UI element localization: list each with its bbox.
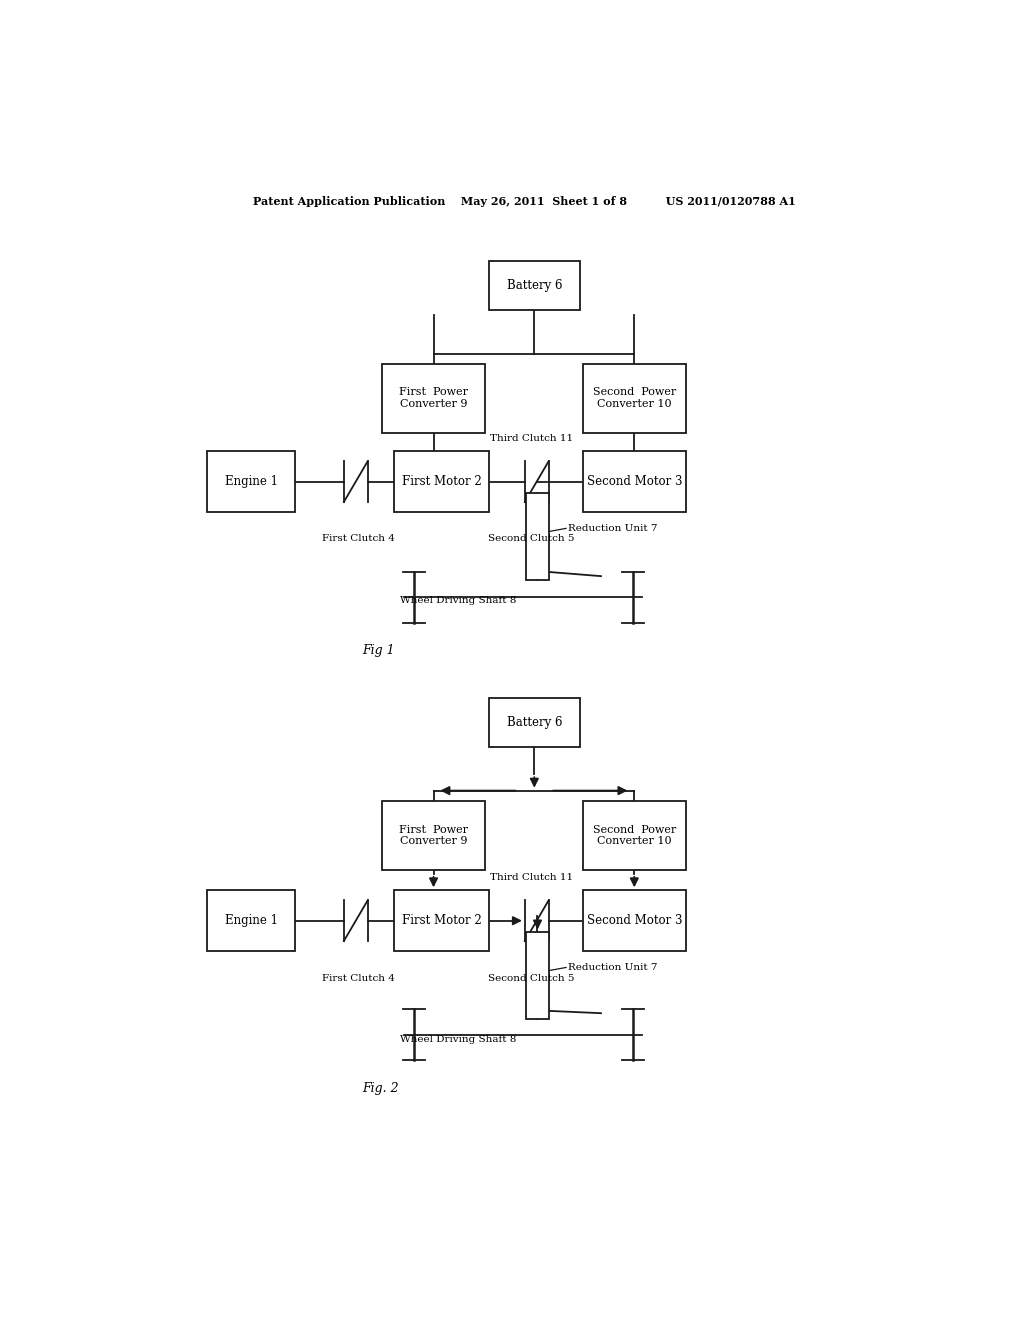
Text: First Motor 2: First Motor 2: [401, 915, 481, 927]
Text: Second Clutch 5: Second Clutch 5: [487, 535, 574, 544]
FancyBboxPatch shape: [382, 801, 485, 870]
FancyBboxPatch shape: [207, 890, 295, 952]
Text: Second Clutch 5: Second Clutch 5: [487, 974, 574, 982]
Text: First Clutch 4: First Clutch 4: [322, 535, 394, 544]
Text: Fig. 2: Fig. 2: [362, 1082, 398, 1094]
Text: Third Clutch 11: Third Clutch 11: [489, 873, 572, 882]
Text: First  Power
Converter 9: First Power Converter 9: [399, 825, 468, 846]
Text: First Clutch 4: First Clutch 4: [322, 974, 394, 982]
Text: Second Motor 3: Second Motor 3: [587, 475, 682, 488]
FancyBboxPatch shape: [488, 698, 580, 747]
Text: Wheel Driving Shaft 8: Wheel Driving Shaft 8: [400, 1035, 516, 1044]
Text: Second  Power
Converter 10: Second Power Converter 10: [593, 388, 676, 409]
FancyBboxPatch shape: [394, 451, 489, 512]
Text: First  Power
Converter 9: First Power Converter 9: [399, 388, 468, 409]
FancyBboxPatch shape: [583, 890, 686, 952]
FancyBboxPatch shape: [488, 261, 580, 310]
FancyBboxPatch shape: [207, 451, 295, 512]
Text: Engine 1: Engine 1: [224, 475, 278, 488]
Text: Fig 1: Fig 1: [362, 644, 394, 657]
FancyBboxPatch shape: [583, 451, 686, 512]
FancyBboxPatch shape: [583, 364, 686, 433]
Text: Patent Application Publication    May 26, 2011  Sheet 1 of 8          US 2011/01: Patent Application Publication May 26, 2…: [253, 195, 797, 207]
FancyBboxPatch shape: [525, 932, 550, 1019]
Text: Engine 1: Engine 1: [224, 915, 278, 927]
Text: Second  Power
Converter 10: Second Power Converter 10: [593, 825, 676, 846]
Text: Second Motor 3: Second Motor 3: [587, 915, 682, 927]
Text: Third Clutch 11: Third Clutch 11: [489, 434, 572, 444]
FancyBboxPatch shape: [382, 364, 485, 433]
Text: Wheel Driving Shaft 8: Wheel Driving Shaft 8: [400, 595, 516, 605]
FancyBboxPatch shape: [394, 890, 489, 952]
Text: Reduction Unit 7: Reduction Unit 7: [567, 524, 657, 533]
FancyBboxPatch shape: [583, 801, 686, 870]
Text: Battery 6: Battery 6: [507, 279, 562, 292]
FancyBboxPatch shape: [525, 494, 550, 579]
Text: Battery 6: Battery 6: [507, 715, 562, 729]
Text: Reduction Unit 7: Reduction Unit 7: [567, 964, 657, 972]
Text: First Motor 2: First Motor 2: [401, 475, 481, 488]
